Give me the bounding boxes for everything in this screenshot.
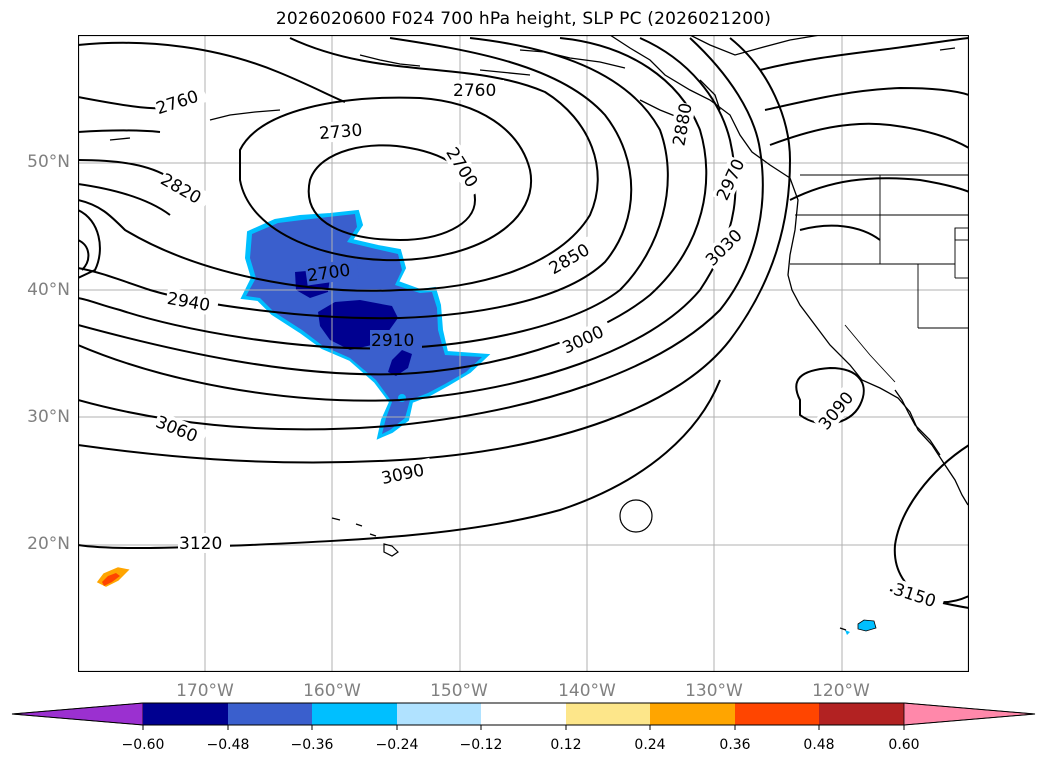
colorbar-extend-high <box>903 702 1036 726</box>
lon-label-120w: 120°W <box>812 681 870 701</box>
colorbar-tick-label: 0.36 <box>719 737 751 753</box>
colorbar-tick-label: 0.48 <box>803 737 835 753</box>
colorbar-bin <box>397 703 481 725</box>
contour-label: 3150 <box>891 580 938 612</box>
contour-label: 3060 <box>153 412 201 447</box>
negative-anomaly-core-3 <box>388 350 412 376</box>
slp-shading <box>96 209 877 635</box>
colorbar-bin <box>481 703 566 725</box>
lon-label-170w: 170°W <box>176 681 234 701</box>
contour-label: 2880 <box>669 102 696 148</box>
colorbar-tick-label: −0.48 <box>206 737 250 753</box>
colorbar <box>11 702 1036 730</box>
contour-label: 3090 <box>380 460 426 489</box>
colorbar-tick-label: −0.36 <box>290 737 334 753</box>
lat-label-40n: 40°N <box>27 280 70 300</box>
colorbar-bin <box>228 703 312 725</box>
contour-label: 2910 <box>371 331 414 351</box>
colorbar-bin <box>735 703 819 725</box>
map-panel: 2760 2760 2730 2700 2820 2850 2700 2940 … <box>78 35 969 672</box>
small-negative-anomaly <box>857 619 877 632</box>
contour-label: 2760 <box>154 87 201 119</box>
coastlines <box>109 35 969 506</box>
colorbar-tick-label: 0.60 <box>888 737 920 753</box>
colorbar-bin <box>143 703 228 725</box>
political-borders <box>790 174 969 383</box>
map-title: 2026020600 F024 700 hPa height, SLP PC (… <box>275 9 772 29</box>
contour-label: 2730 <box>318 120 363 144</box>
contour-label: 2760 <box>453 81 496 101</box>
height-contours <box>78 37 969 609</box>
colorbar-bin <box>819 703 904 725</box>
colorbar-tick-label: 0.12 <box>550 737 582 753</box>
colorbar-tick-label: −0.24 <box>375 737 419 753</box>
contour-label: 3000 <box>560 322 608 358</box>
small-negative-anomaly-2 <box>845 630 850 635</box>
graticule <box>78 35 969 672</box>
lon-label-140w: 140°W <box>558 681 616 701</box>
colorbar-bin <box>312 703 397 725</box>
islands <box>331 499 847 631</box>
colorbar-tick-label: −0.12 <box>459 737 503 753</box>
contour-label: 3120 <box>179 534 222 554</box>
contour-label: 2700 <box>441 144 481 191</box>
colorbar-tick-label: 0.24 <box>634 737 666 753</box>
lat-label-20n: 20°N <box>27 534 70 554</box>
colorbar-extend-low <box>11 702 144 726</box>
contour-label: 2820 <box>157 170 204 209</box>
positive-anomaly-core <box>102 573 120 586</box>
contour-label: 2850 <box>546 240 593 279</box>
colorbar-ticks <box>142 725 905 730</box>
colorbar-tick-label: −0.60 <box>121 737 165 753</box>
lon-label-160w: 160°W <box>303 681 361 701</box>
lon-label-150w: 150°W <box>430 681 488 701</box>
lat-label-30n: 30°N <box>27 407 70 427</box>
colorbar-bin <box>650 703 735 725</box>
map-border <box>78 35 969 672</box>
lat-label-50n: 50°N <box>27 152 70 172</box>
colorbar-bin <box>566 703 650 725</box>
lon-label-130w: 130°W <box>685 681 743 701</box>
